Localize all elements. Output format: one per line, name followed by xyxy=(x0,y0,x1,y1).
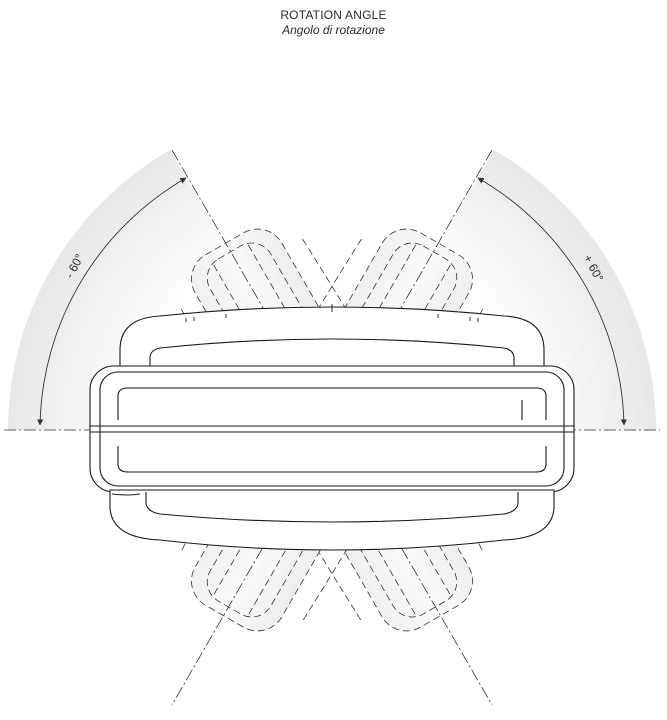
device-upper-band xyxy=(149,338,515,370)
diagram-title: ROTATION ANGLE xyxy=(280,8,387,22)
diagram-subtitle: Angolo di rotazione xyxy=(282,23,385,37)
device-front-cable-left xyxy=(111,493,141,496)
left-angle-arc-arrow xyxy=(36,177,187,426)
device-lower-inner-rail xyxy=(117,446,547,473)
right-angle-arc-arrow xyxy=(477,177,628,426)
device-upper-inner-rail xyxy=(117,387,547,420)
device-inner-frame xyxy=(99,371,565,487)
device-top-notches xyxy=(185,304,479,322)
device-main-body xyxy=(89,365,575,493)
device-lower-band xyxy=(145,492,519,523)
device-top-view xyxy=(89,304,575,551)
title-block: ROTATION ANGLE Angolo di rotazione xyxy=(0,8,667,38)
device-lower-housing xyxy=(109,489,555,551)
